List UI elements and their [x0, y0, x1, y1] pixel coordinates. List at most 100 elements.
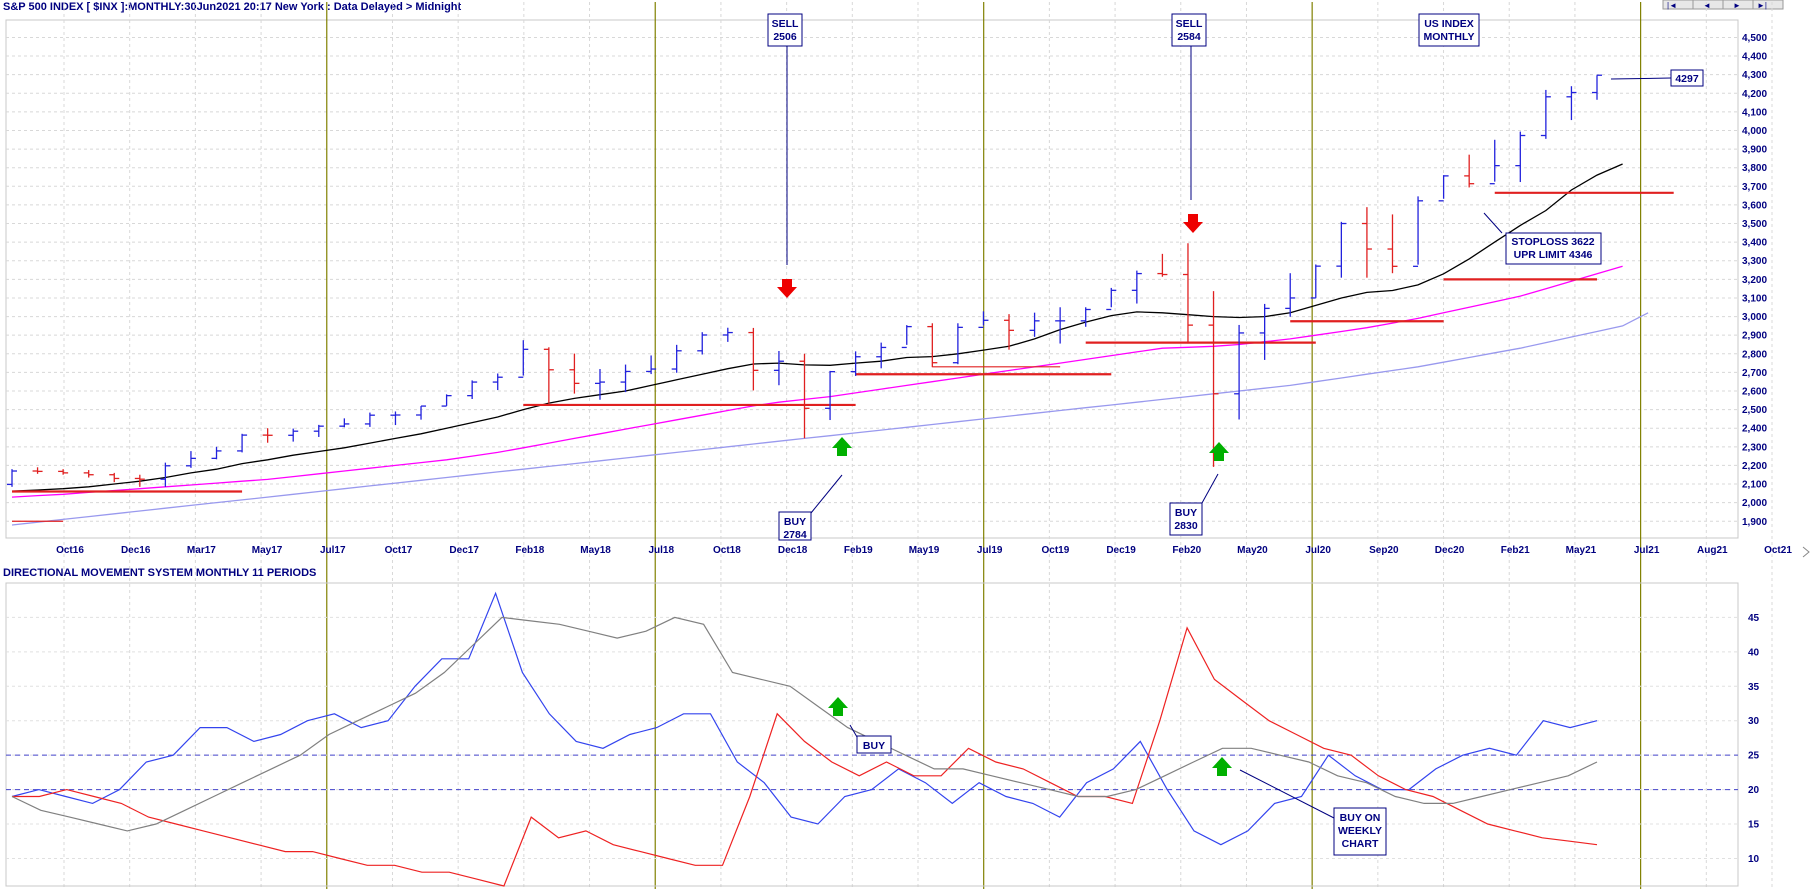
dms-tick-label: 10 [1748, 854, 1760, 865]
x-tick-label: May19 [909, 545, 940, 556]
last-price-value: 4297 [1675, 73, 1699, 85]
price-tick-label: 2,100 [1742, 480, 1767, 491]
ohlc-bar [58, 469, 69, 475]
ohlc-bar [1055, 307, 1066, 344]
nav-next-icon: ► [1733, 1, 1741, 10]
callout-line [1610, 77, 1672, 80]
stoploss-label: STOPLOSS 3622 UPR LIMIT 4346 [1505, 232, 1602, 265]
stoploss-text: STOPLOSS 3622 [1511, 236, 1594, 248]
buy-lower-label: BUY [856, 735, 892, 754]
ohlc-bar [1285, 273, 1296, 317]
weekly-buy-label: BUY ON WEEKLY CHART [1333, 807, 1387, 856]
x-tick-label: Dec17 [449, 545, 479, 556]
dms-tick-label: 30 [1748, 716, 1760, 727]
ohlc-bar [1029, 312, 1040, 337]
ohlc-bar [773, 350, 784, 386]
weekly-text2: WEEKLY [1338, 825, 1382, 837]
price-tick-label: 2,800 [1742, 349, 1767, 360]
ohlc-bar [1157, 253, 1168, 277]
nav-last-button[interactable]: ►| [1752, 0, 1784, 10]
price-tick-label: 2,200 [1742, 461, 1767, 472]
adx-line [11, 616, 1598, 832]
buy2-value: 2830 [1174, 520, 1198, 532]
sell1-value: 2506 [773, 31, 797, 43]
callout-line [1201, 473, 1219, 504]
weekly-text1: BUY ON [1340, 812, 1381, 824]
callout-line [810, 474, 843, 514]
ohlc-bar [1080, 307, 1091, 327]
ohlc-bar [978, 311, 989, 329]
ma-long-line [11, 312, 1649, 526]
price-tick-label: 3,900 [1742, 145, 1767, 156]
x-tick-label: Sep20 [1369, 545, 1399, 556]
dms-tick-label: 40 [1748, 647, 1760, 658]
price-tick-label: 2,600 [1742, 386, 1767, 397]
ohlc-bar [518, 340, 529, 378]
x-tick-label: Jul17 [320, 545, 346, 556]
nav-prev-icon: ◄ [1703, 1, 1711, 10]
dms-tick-label: 20 [1748, 785, 1760, 796]
nav-next-button[interactable]: ► [1722, 0, 1754, 10]
ohlc-bar [1592, 74, 1602, 100]
x-tick-label: Mar17 [187, 545, 216, 556]
ohlc-bar [237, 433, 248, 453]
x-tick-label: May18 [580, 545, 611, 556]
ohlc-bar [83, 470, 94, 478]
ohlc-bar [1259, 303, 1270, 360]
usindex-text1: US INDEX [1424, 18, 1474, 30]
x-tick-label: May17 [252, 545, 283, 556]
price-tick-label: 4,100 [1742, 107, 1767, 118]
x-tick-label: Jul19 [977, 545, 1003, 556]
nav-buttons: |◄ ◄ ► ►| [1662, 0, 1784, 10]
ohlc-bar [1310, 264, 1321, 299]
buy-annotation-1: BUY 2784 [778, 511, 812, 541]
sell-annotation-1: SELL 2506 [767, 13, 803, 47]
x-tick-label: Oct18 [713, 545, 741, 556]
x-tick-label: Dec18 [778, 545, 808, 556]
ohlc-bar [32, 467, 43, 474]
ohlc-bar [671, 344, 682, 373]
sell2-text: SELL [1176, 18, 1203, 30]
ohlc-bar [1438, 175, 1449, 202]
ohlc-bar [876, 342, 887, 369]
ma-mid-line [11, 265, 1623, 498]
dms-panel: 10 15 20 25 30 35 40 45 [5, 582, 1760, 887]
usindex-text2: MONTHLY [1424, 31, 1475, 43]
buy1-text: BUY [784, 516, 806, 528]
price-tick-label: 3,200 [1742, 275, 1767, 286]
ohlc-bar [134, 474, 145, 487]
ohlc-bar [646, 355, 657, 375]
price-tick-label: 2,500 [1742, 405, 1767, 416]
sell-arrow [777, 279, 797, 298]
ohlc-bar [262, 428, 273, 443]
ohlc-bar [7, 469, 17, 487]
dms-tick-label: 45 [1748, 613, 1760, 624]
upper-limit-text: UPR LIMIT 4346 [1514, 249, 1593, 261]
buy-lower-text: BUY [863, 740, 885, 752]
ohlc-bar [952, 323, 963, 365]
price-panel: 1,900 2,000 2,100 2,200 2,300 2,400 2,500 2,600… [5, 2, 1810, 889]
dms-tick-label: 35 [1748, 682, 1760, 693]
ohlc-bar [1413, 196, 1424, 267]
ohlc-bar [1515, 131, 1526, 183]
ohlc-bar [1566, 86, 1577, 121]
price-tick-label: 2,700 [1742, 368, 1767, 379]
nav-first-button[interactable]: |◄ [1662, 0, 1694, 10]
x-tick-label: Oct16 [56, 545, 84, 556]
buy-arrow [828, 697, 848, 716]
ohlc-bar [416, 405, 427, 420]
price-tick-label: 1,900 [1742, 517, 1767, 528]
ohlc-bar [313, 424, 324, 437]
ohlc-bar [825, 370, 836, 421]
ohlc-bar [1464, 154, 1475, 188]
sell-arrow [1183, 214, 1203, 233]
callout-line [1483, 212, 1503, 234]
price-tick-label: 3,700 [1742, 182, 1767, 193]
ohlc-bar [799, 353, 810, 439]
dms-plot-area [5, 582, 1739, 887]
ohlc-bar [620, 364, 631, 393]
ohlc-bar [1208, 291, 1219, 467]
nav-prev-button[interactable]: ◄ [1692, 0, 1724, 10]
x-tick-label: Feb20 [1172, 545, 1201, 556]
